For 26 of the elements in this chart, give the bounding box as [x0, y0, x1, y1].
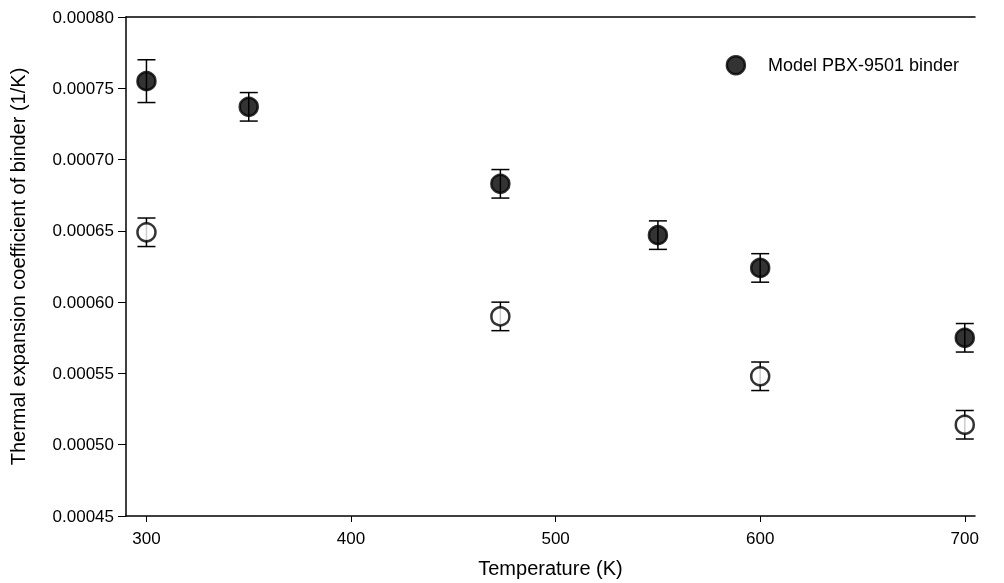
point	[490, 306, 511, 327]
y-tick-label: 0.00075	[52, 78, 114, 98]
y-tick-label: 0.00055	[52, 363, 114, 383]
point	[136, 222, 157, 243]
point	[954, 414, 976, 435]
point	[749, 366, 771, 387]
x-tick-label: 600	[746, 529, 775, 548]
point	[238, 96, 259, 118]
x-axis-title: Temperature (K)	[478, 557, 623, 579]
x-tick-label: 500	[541, 529, 570, 548]
y-tick-label: 0.00050	[52, 435, 114, 455]
point	[954, 327, 976, 349]
y-tick-label: 0.00065	[52, 221, 114, 241]
point	[647, 224, 669, 246]
point	[749, 257, 771, 279]
y-tick-label: 0.00045	[52, 506, 114, 526]
point	[136, 70, 157, 92]
y-axis-title: Thermal expansion coefficient of binder (1/K)	[7, 67, 29, 466]
point	[490, 173, 511, 195]
x-tick-label: 400	[336, 529, 366, 548]
legend-label: Model PBX-9501 binder	[767, 55, 960, 76]
y-tick-label: 0.00070	[52, 150, 114, 170]
x-tick-label: 300	[132, 529, 161, 548]
y-tick-label: 0.00060	[52, 292, 114, 312]
y-tick-label: 0.00080	[52, 7, 114, 27]
x-tick-label: 700	[950, 529, 979, 548]
